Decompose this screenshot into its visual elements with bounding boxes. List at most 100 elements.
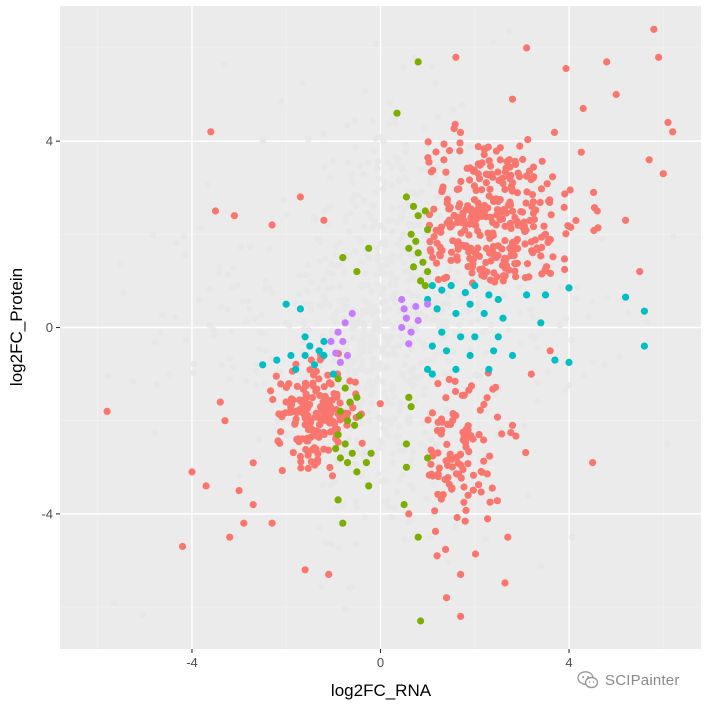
background-point xyxy=(311,217,318,224)
background-point xyxy=(402,148,410,156)
background-point xyxy=(301,320,308,328)
point-red xyxy=(301,566,309,574)
point-red xyxy=(529,174,538,182)
background-point xyxy=(434,317,442,325)
point-red xyxy=(465,231,473,239)
background-point xyxy=(204,182,211,189)
point-red xyxy=(572,216,580,225)
point-olive xyxy=(365,482,373,490)
point-red xyxy=(444,474,452,482)
background-point xyxy=(414,374,422,382)
point-red xyxy=(501,237,509,245)
background-point xyxy=(397,332,404,340)
point-red xyxy=(480,400,488,409)
background-point xyxy=(505,327,512,335)
background-point xyxy=(110,599,118,607)
point-red xyxy=(453,513,461,522)
point-olive xyxy=(414,533,422,541)
background-point xyxy=(374,282,382,289)
point-purple xyxy=(414,316,422,325)
point-red xyxy=(272,372,280,380)
background-point xyxy=(380,225,388,233)
background-point xyxy=(292,299,300,307)
point-red xyxy=(501,185,509,193)
point-red xyxy=(460,483,468,491)
point-red xyxy=(514,169,522,177)
background-point xyxy=(356,162,364,170)
point-olive xyxy=(336,407,344,415)
background-point xyxy=(390,324,398,332)
background-point xyxy=(224,271,232,279)
point-red xyxy=(456,139,464,147)
point-red xyxy=(659,170,667,178)
point-red xyxy=(590,188,598,196)
point-red xyxy=(427,460,435,468)
background-point xyxy=(585,313,593,321)
point-red xyxy=(304,426,312,434)
background-point xyxy=(408,273,416,280)
background-point xyxy=(358,342,366,350)
point-cyan xyxy=(329,370,337,378)
point-olive xyxy=(334,496,342,504)
point-red xyxy=(445,375,453,384)
point-red xyxy=(511,260,519,268)
background-point xyxy=(604,294,611,302)
point-red xyxy=(297,464,305,472)
point-red xyxy=(465,386,473,394)
point-red xyxy=(511,267,519,275)
background-point xyxy=(394,159,401,167)
point-purple xyxy=(332,349,340,357)
point-red xyxy=(457,612,465,621)
background-point xyxy=(394,432,402,440)
point-red xyxy=(636,268,644,276)
background-point xyxy=(283,431,290,439)
background-point xyxy=(367,391,374,399)
background-point xyxy=(355,317,362,324)
background-point xyxy=(389,252,396,259)
background-point xyxy=(440,334,447,341)
point-olive xyxy=(346,398,354,406)
point-olive xyxy=(400,501,408,509)
background-point xyxy=(406,518,413,525)
background-point xyxy=(429,357,437,364)
point-red xyxy=(221,417,229,425)
background-point xyxy=(439,302,447,309)
point-red xyxy=(304,464,312,472)
background-point xyxy=(190,360,198,368)
point-red xyxy=(521,274,530,282)
background-point xyxy=(431,351,439,359)
background-point xyxy=(430,481,437,489)
point-cyan xyxy=(320,337,328,346)
point-red xyxy=(529,209,538,217)
point-red xyxy=(424,138,432,146)
point-red xyxy=(567,223,575,231)
point-red xyxy=(486,185,494,193)
point-cyan xyxy=(508,351,517,360)
background-point xyxy=(262,347,270,355)
background-point xyxy=(369,224,376,231)
point-red xyxy=(480,151,488,159)
point-red xyxy=(322,402,331,410)
point-purple xyxy=(424,300,432,308)
background-point xyxy=(398,370,406,378)
point-olive xyxy=(405,393,413,401)
background-point xyxy=(346,228,353,235)
background-point xyxy=(157,329,164,336)
point-olive xyxy=(421,207,429,215)
point-red xyxy=(456,451,464,459)
background-point xyxy=(346,584,353,592)
background-point xyxy=(417,189,425,197)
background-point xyxy=(379,185,387,192)
background-point xyxy=(280,197,287,204)
background-point xyxy=(261,277,269,285)
point-red xyxy=(447,248,456,256)
background-point xyxy=(180,232,187,240)
point-red xyxy=(463,164,471,172)
background-point xyxy=(389,450,397,458)
background-point xyxy=(347,386,354,394)
background-point xyxy=(370,384,377,391)
background-point xyxy=(329,313,336,321)
background-point xyxy=(401,361,409,368)
background-point xyxy=(357,238,365,245)
point-red xyxy=(430,205,438,213)
